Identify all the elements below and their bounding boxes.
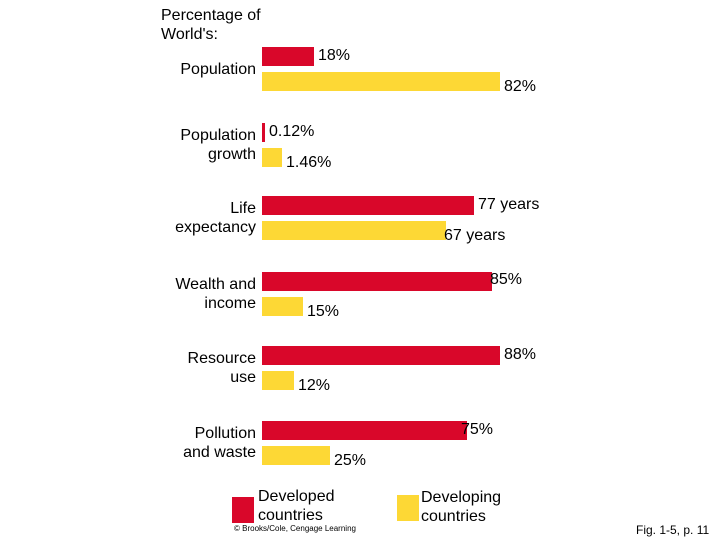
developed-bar [262, 196, 474, 215]
data-label: 75% [461, 421, 494, 438]
category-label: Population growth [180, 127, 256, 163]
developed-bar [262, 123, 265, 142]
developing-bar [262, 297, 303, 316]
developed-bar [262, 47, 314, 66]
developing-bar [262, 221, 446, 240]
data-label: 77 years [478, 196, 540, 213]
chart-title-line-1: Percentage of [161, 7, 261, 24]
data-label: 25% [334, 452, 367, 469]
chart-title-line-2: World's: [161, 26, 218, 43]
developed-bar [262, 421, 467, 440]
developed-bar [262, 346, 500, 365]
credit-text: © Brooks/Cole, Cengage Learning [234, 524, 356, 533]
category-label: Population [180, 60, 256, 78]
data-label: 18% [318, 47, 351, 64]
data-label: 12% [298, 377, 331, 394]
legend-swatch-developed [232, 497, 254, 523]
legend-label-developed: Developed countries [258, 488, 335, 524]
figure-label: Fig. 1-5, p. 11 [636, 523, 710, 537]
data-label: 82% [504, 78, 537, 95]
category-label: Life expectancy [175, 200, 256, 236]
data-label: 1.46% [286, 154, 332, 171]
developing-bar [262, 371, 294, 390]
legend-label-developing: Developing countries [421, 489, 502, 525]
developing-bar [262, 446, 330, 465]
developing-bar [262, 148, 282, 167]
data-label: 67 years [444, 227, 506, 244]
data-label: 0.12% [269, 123, 315, 140]
data-label: 85% [490, 271, 523, 288]
category-label: Resource use [187, 350, 256, 386]
category-label: Pollution and waste [183, 425, 256, 461]
developing-bar [262, 72, 500, 91]
legend-swatch-developing [397, 495, 419, 521]
data-label: 88% [504, 346, 537, 363]
data-label: 15% [307, 303, 340, 320]
category-label: Wealth and income [175, 276, 256, 312]
developed-bar [262, 272, 492, 291]
